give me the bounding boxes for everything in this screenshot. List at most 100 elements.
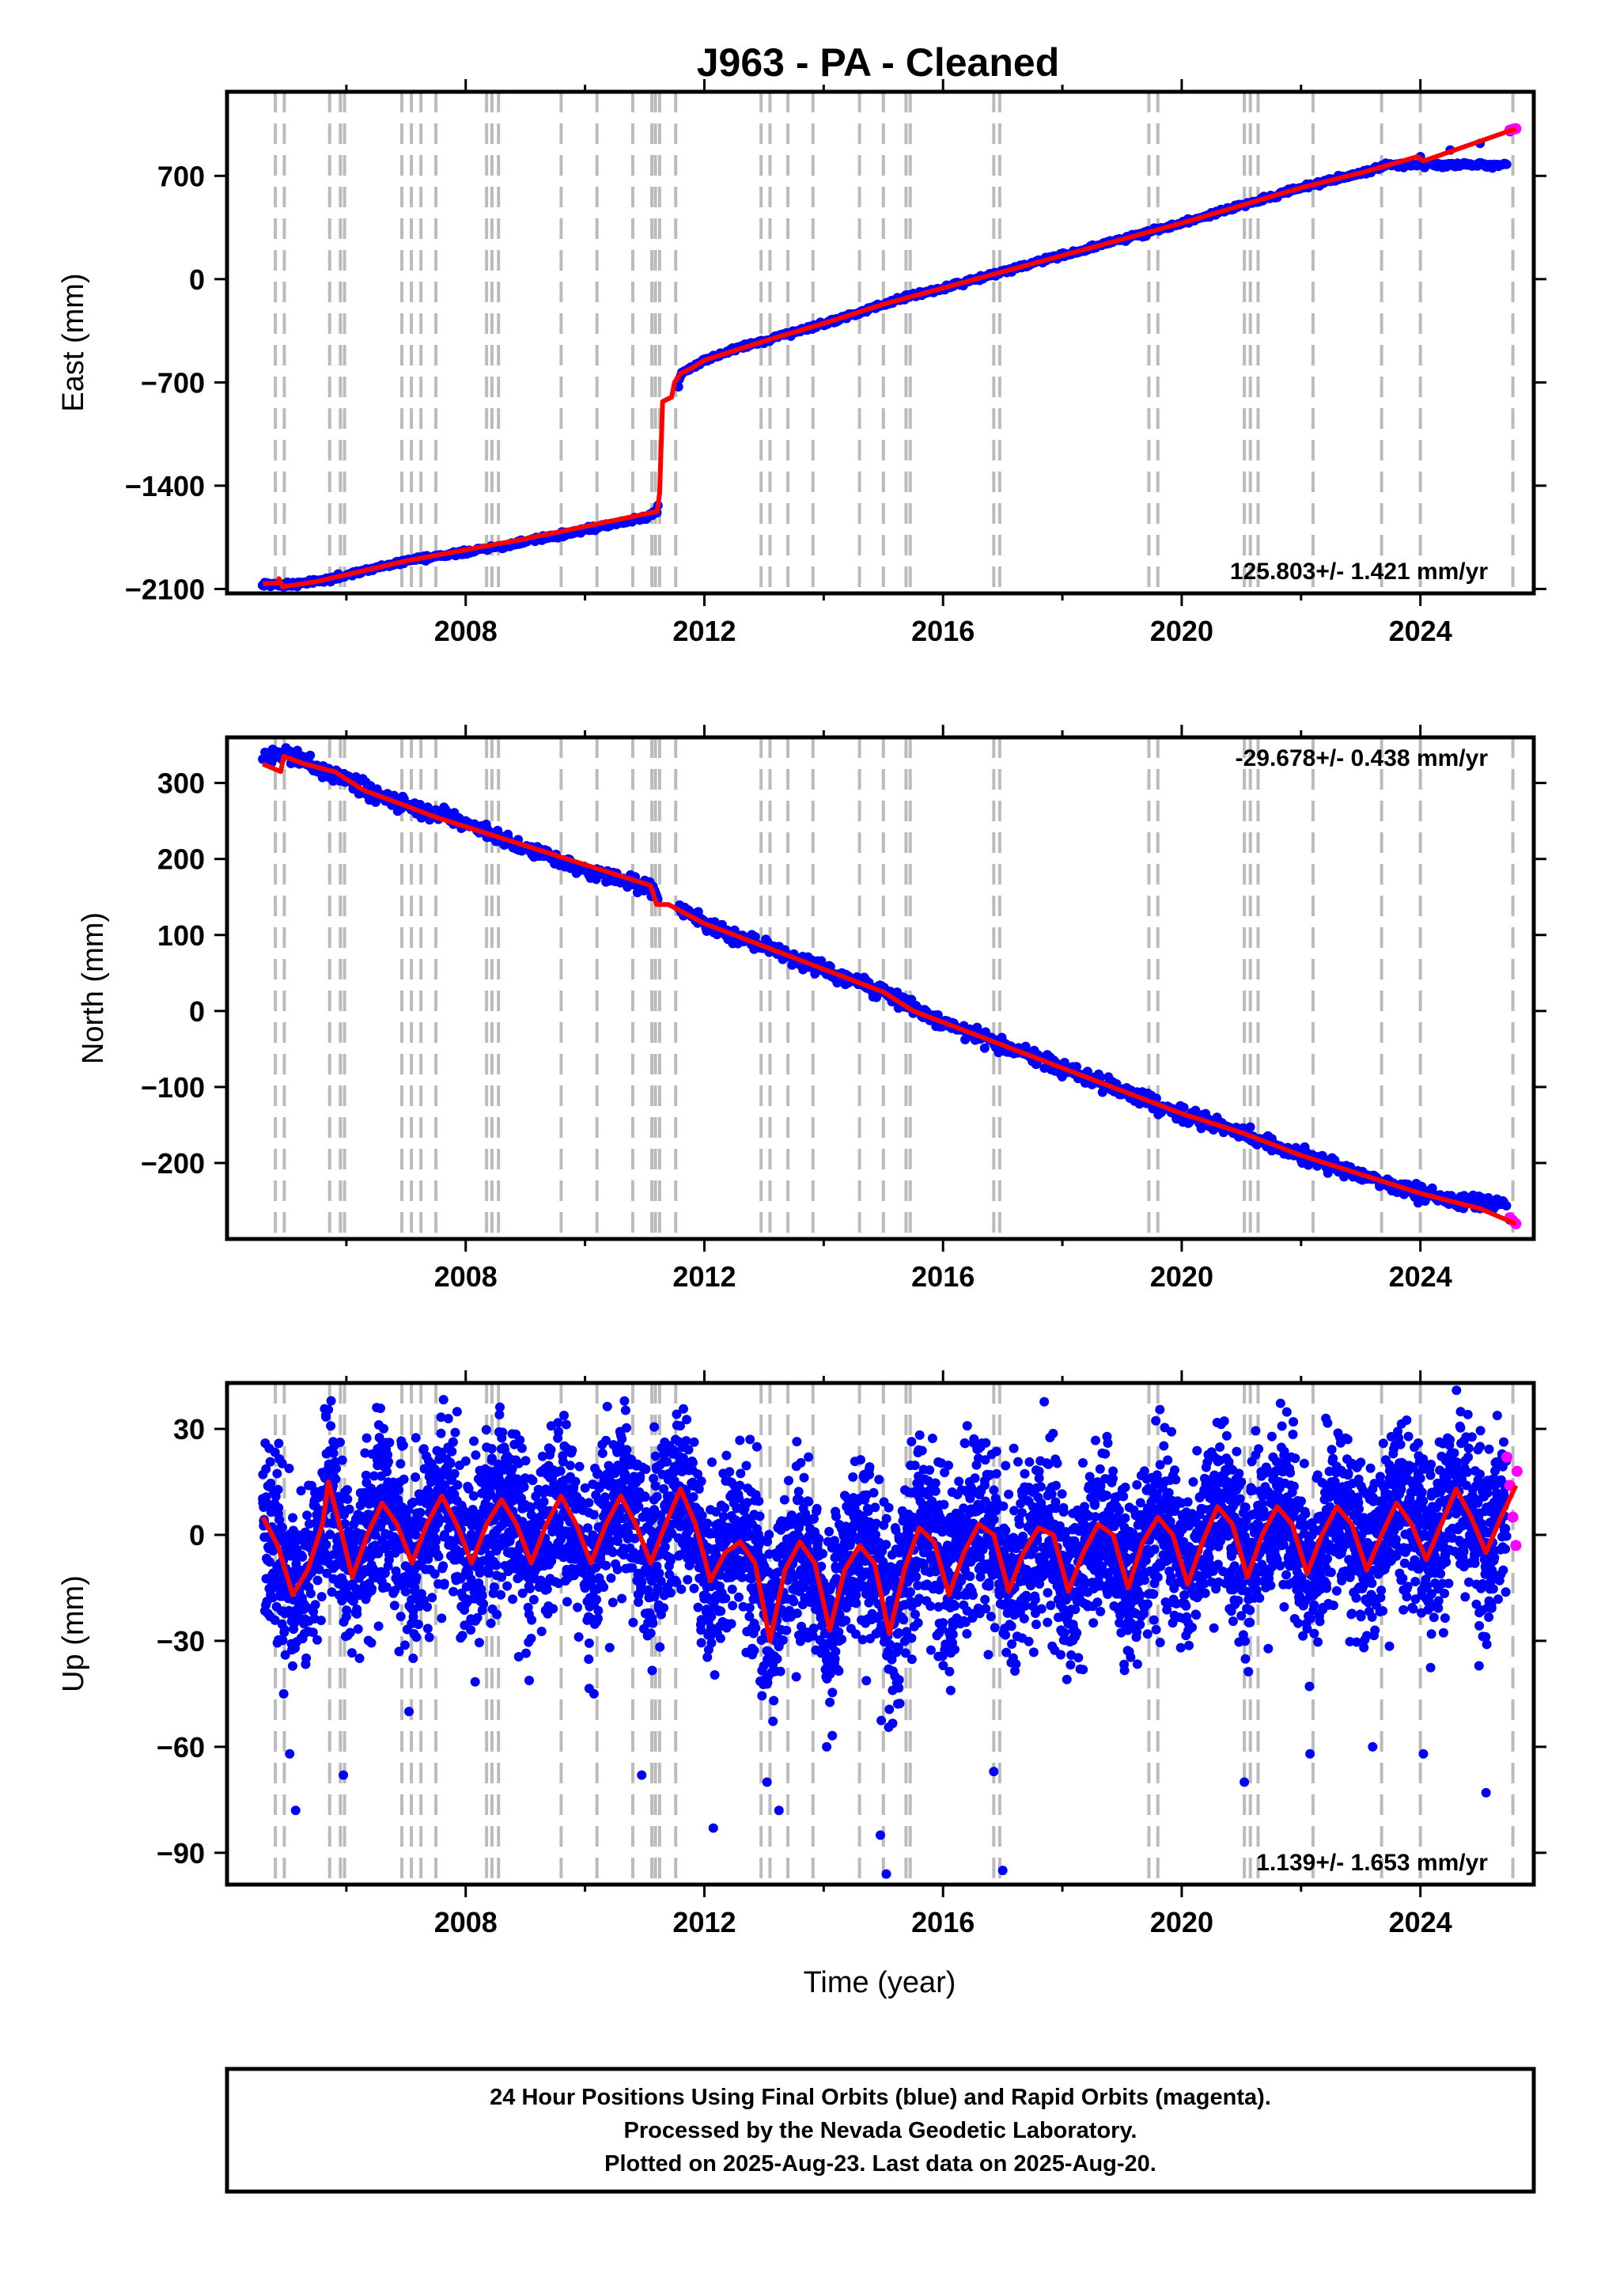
final-orbit-point — [436, 1412, 446, 1423]
final-orbit-point — [641, 1464, 651, 1474]
final-orbit-point — [779, 1495, 789, 1505]
final-orbit-point — [584, 1498, 594, 1508]
final-orbit-point — [726, 1619, 736, 1629]
final-orbit-point — [755, 1511, 765, 1521]
final-orbit-point — [526, 1633, 536, 1643]
model-curve — [263, 126, 1517, 589]
final-orbit-point — [449, 1468, 460, 1479]
final-orbit-point — [370, 797, 380, 807]
final-orbit-point — [814, 1534, 824, 1544]
final-orbit-point — [794, 1495, 804, 1506]
final-orbit-point — [679, 1404, 688, 1414]
final-orbit-point — [881, 1540, 891, 1550]
final-orbit-point — [326, 1396, 336, 1406]
final-orbit-point — [727, 1584, 737, 1594]
final-orbit-point — [461, 1582, 471, 1592]
final-orbit-point — [558, 1451, 568, 1461]
final-orbit-point — [688, 1492, 698, 1502]
final-orbit-point — [778, 1635, 788, 1645]
final-orbit-point — [782, 1625, 792, 1635]
final-orbit-point — [296, 1486, 306, 1496]
final-orbit-point — [874, 1475, 884, 1484]
final-orbit-point — [484, 1568, 494, 1578]
final-orbit-point — [520, 1456, 531, 1466]
final-orbit-point — [683, 1445, 694, 1455]
final-orbit-point — [445, 1458, 456, 1468]
final-orbit-point — [415, 1507, 426, 1517]
final-orbit-point — [597, 1448, 607, 1458]
final-orbit-point — [411, 1472, 421, 1482]
plot-area — [257, 92, 1522, 593]
final-orbit-point — [447, 1446, 457, 1457]
final-orbit-point — [486, 1444, 497, 1454]
y-tick-label: −2100 — [125, 573, 205, 605]
final-orbit-point — [539, 1497, 549, 1507]
final-orbit-point — [789, 1597, 799, 1607]
final-orbit-point — [676, 1584, 687, 1594]
final-orbit-point — [396, 1612, 406, 1622]
final-orbit-point — [517, 1588, 528, 1598]
final-orbit-point — [554, 1426, 564, 1437]
final-orbit-point — [443, 1414, 453, 1423]
final-orbit-point — [348, 1596, 358, 1606]
final-orbit-point — [328, 1448, 339, 1458]
final-orbit-point — [706, 1612, 717, 1622]
final-orbit-point — [391, 1566, 401, 1576]
final-orbit-point — [316, 1592, 327, 1602]
final-orbit-point — [507, 1464, 517, 1474]
final-orbit-point — [665, 1588, 676, 1598]
final-orbit-point — [894, 1675, 904, 1685]
final-orbit-point — [439, 1578, 449, 1589]
final-orbit-point — [736, 1468, 746, 1479]
final-orbit-point — [408, 1654, 418, 1663]
final-orbit-point — [735, 1435, 745, 1445]
final-orbit-point — [382, 1467, 392, 1477]
final-orbit-point — [312, 1575, 323, 1586]
final-orbit-point — [628, 1617, 638, 1627]
final-orbit-point — [479, 1599, 489, 1609]
final-orbit-point — [573, 1602, 583, 1612]
final-orbit-point — [472, 1612, 483, 1623]
final-orbit-point — [322, 1568, 332, 1578]
final-orbit-point — [266, 1478, 276, 1488]
final-orbit-point — [460, 1456, 471, 1466]
final-orbit-point — [659, 1603, 669, 1613]
final-orbit-point — [622, 1423, 631, 1433]
y-tick-label: 0 — [189, 995, 205, 1028]
final-orbit-point — [831, 1511, 841, 1521]
final-orbit-point — [308, 1627, 318, 1638]
final-orbit-point — [493, 1459, 503, 1469]
final-orbit-point — [556, 1533, 566, 1544]
final-orbit-point — [548, 1604, 558, 1614]
final-orbit-point — [384, 1457, 393, 1467]
final-orbit-point — [599, 1582, 609, 1592]
final-orbit-point — [716, 1606, 726, 1616]
final-orbit-point — [546, 1445, 556, 1455]
final-orbit-point — [570, 1476, 581, 1487]
final-orbit-point — [617, 1434, 627, 1444]
final-orbit-point — [721, 1593, 730, 1604]
final-orbit-point — [274, 1514, 285, 1525]
final-orbit-point — [784, 1476, 793, 1486]
y-axis-label: North (mm) — [77, 912, 110, 1064]
final-orbit-point — [301, 1653, 312, 1663]
plot-area — [258, 737, 1522, 1239]
final-orbit-point — [848, 1472, 858, 1482]
final-orbit-point — [477, 1590, 487, 1601]
final-orbit-point — [389, 1601, 399, 1611]
final-orbit-point — [715, 1633, 725, 1643]
final-orbit-point — [640, 1492, 650, 1502]
final-orbit-point — [427, 1593, 437, 1603]
final-orbit-point — [696, 1476, 706, 1487]
plot-frame — [225, 89, 1536, 596]
final-orbit-point — [710, 1670, 720, 1680]
y-tick-label: 300 — [157, 767, 205, 800]
final-orbit-point — [648, 1618, 658, 1628]
final-orbit-point — [279, 1624, 290, 1635]
final-orbit-point — [537, 1451, 547, 1461]
final-orbit-point — [607, 1547, 618, 1557]
y-tick-label: −200 — [141, 1147, 205, 1180]
final-orbit-point — [370, 1530, 380, 1540]
final-orbit-point — [734, 1494, 744, 1504]
